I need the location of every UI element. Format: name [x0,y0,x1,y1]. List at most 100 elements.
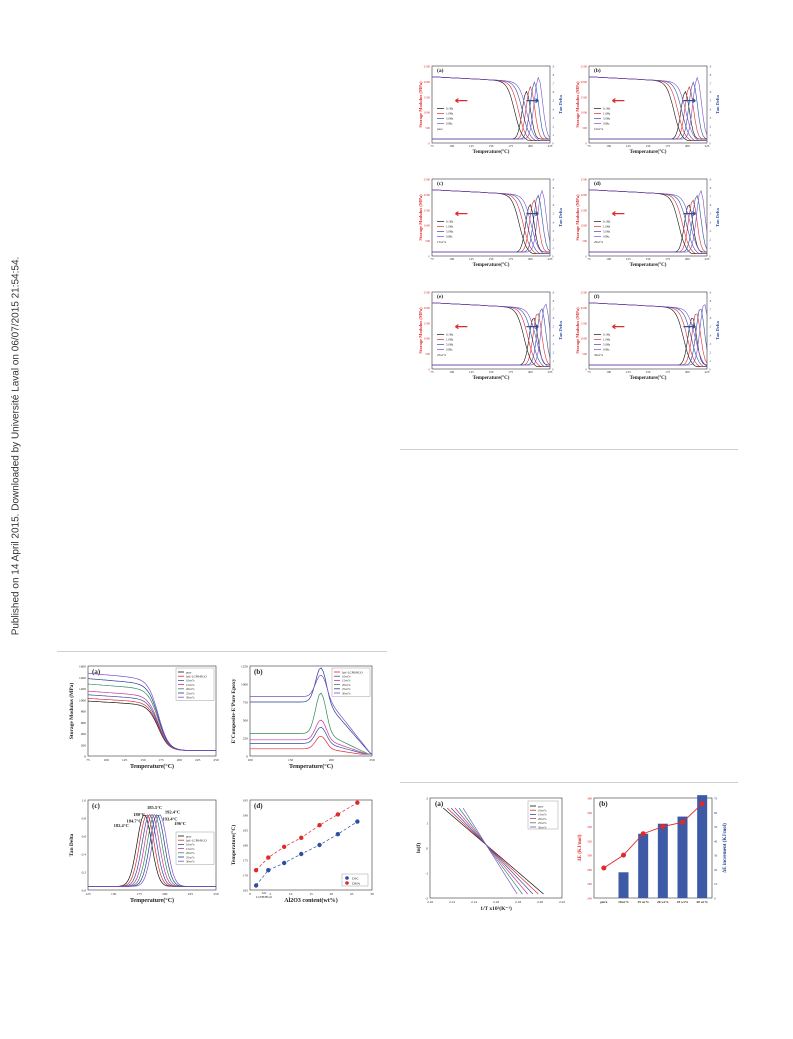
legend-swatch [345,876,349,880]
y-tick-label: 500 [243,719,249,723]
y-tick-label: 0.0 [82,889,87,893]
peak-annotation: 182.4°C [114,823,129,828]
y2-tick-label: .2 [709,237,712,241]
x-tick-label: 250 [369,758,375,762]
x-tick-label: 225 [548,370,553,374]
y2-tick-label: .4 [709,220,712,224]
y-tick-label: 500 [582,126,587,130]
y2-tick-label: .2 [552,237,555,241]
legend-entry: 30wt% [186,860,195,864]
y-tick-label: 2000 [424,306,431,310]
y-tick-label: 195 [243,799,249,803]
y-tick-label-right: 30 [714,854,718,858]
y-tick-label: 1500 [581,208,588,212]
energy-point [660,824,666,830]
x-tick-label: 125 [626,257,631,261]
legend-entry: 5.0Hz [446,343,454,347]
dsc-point [299,851,304,857]
legend-entry: 10Hz [603,122,610,126]
energy-point [699,801,705,807]
legend-entry: Ipd/-LCPB/HGO [342,670,364,674]
arrow-right-icon [683,98,696,104]
figure-dma-composites: (a) 0 200 400 600 800 1000 1200 1400 1600 75 100 125… [60,660,380,920]
y-tick-label: 165 [243,889,249,893]
delta-modulus-curve [250,726,372,755]
legend-entry: DSC [352,876,359,880]
x-tick-label: 2.16 [493,900,499,904]
delta-modulus-curve [250,674,373,755]
legend-entry: 1.0Hz [446,338,454,342]
legend-entry: 20wt% [186,851,195,855]
y2-tick-label: .6 [552,316,555,320]
legend-entry: Ipd/-LCPB/HGO [186,839,208,843]
y-tick-label: 250 [243,737,249,741]
figure-top-svg: (a)050010001500200025000.1.2.3.4.5.6.7.8… [418,65,720,382]
y2-tick-label: .3 [552,116,555,120]
y2-tick-label: .5 [552,99,555,103]
x-category-label: pure [600,900,607,904]
y-axis-label-left: Storage Modulus (MPa) [418,194,423,241]
y-tick-label: 200 [81,743,87,747]
y2-tick-label: .7 [709,308,712,312]
x-tick-label: 150 [489,144,494,148]
legend-box [331,667,371,697]
y-axis-label-left: Storage Modulus (MPa) [575,194,580,241]
arrow-left-icon [612,211,625,217]
dsc-point [253,883,259,888]
y2-tick-label: .7 [552,195,555,199]
y2-tick-label: .5 [709,99,712,103]
y2-tick-label: .6 [709,90,712,94]
y-tick-label: 1000 [241,683,248,687]
x-tick-label: 225 [188,892,194,896]
x-tick-label: 175 [137,892,143,896]
y-tick-label: 400 [81,732,87,736]
y2-tick-label: 0 [552,368,554,372]
panel-label: (a) [435,800,444,808]
x-axis-label: Temperature(°C) [130,763,174,770]
y-tick-label: 1400 [79,676,86,680]
legend-entry: 0.1Hz [603,333,611,337]
legend-entry: 20wt% [342,683,351,687]
x-tick-label: 125 [469,370,474,374]
x-extra-tick: GO [262,891,267,895]
y-tick-label: 1500 [424,321,431,325]
y-tick-label-left: 240 [587,897,592,901]
y2-tick-label: .6 [552,90,555,94]
y2-tick-label: .8 [552,299,555,303]
x-tick-label: 200 [162,892,168,896]
y-tick-label: 0 [246,755,248,759]
y-tick-label: 500 [582,239,587,243]
y2-tick-label: 0 [709,255,711,259]
legend-entry: 30wt% [342,691,351,695]
arrow-left-icon [455,211,468,217]
y-tick-label-left: 300 [587,854,592,858]
y-tick-label-left: 280 [587,868,592,872]
legend-entry: 0.1Hz [603,220,611,224]
y-tick-label: 2500 [424,65,431,69]
y-axis-label-left: ΔE (KJ/mol) [578,834,583,861]
legend-entry: DMA [352,881,361,885]
y-tick-label-right: 40 [714,839,718,843]
x-tick-label: 100 [449,144,454,148]
x-tick-label: 175 [665,144,670,148]
x-axis-label: Al2O3 content(wt%) [284,897,338,904]
arrow-right-icon [526,211,539,217]
y2-tick-label: .8 [709,186,712,190]
panel-label: (e) [437,293,443,300]
panel-b: (b) 240 260 280 300 320 340 360 380 0 10 20 30 40 50 60… [578,795,728,904]
x-tick-label: 150 [140,758,146,762]
x-tick-label: 150 [288,758,294,762]
y-axis-label: ln(f) [415,843,422,853]
y-tick-label: 175 [243,859,249,863]
y-tick-label: 800 [81,710,87,714]
delta-modulus-curve [250,735,372,755]
modulus-curve [431,302,550,367]
y2-tick-label: .4 [552,220,555,224]
y2-tick-label: .5 [552,212,555,216]
y2-tick-label: .9 [709,291,712,295]
legend-entry: pure [538,804,544,808]
y2-tick-label: .2 [552,350,555,354]
modulus-curve [431,189,550,254]
legend-entry: 10wt% [186,679,195,683]
